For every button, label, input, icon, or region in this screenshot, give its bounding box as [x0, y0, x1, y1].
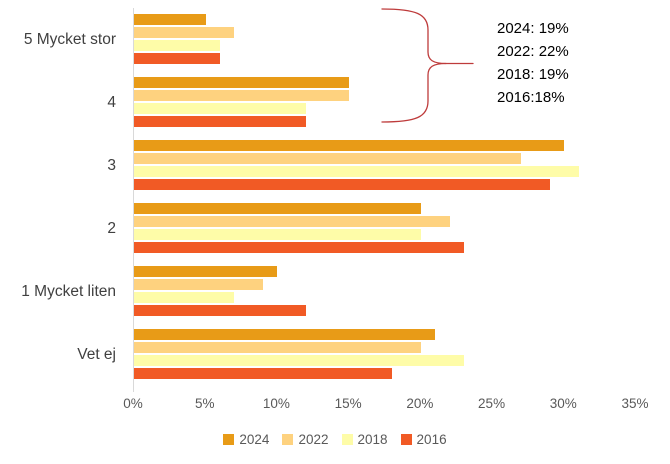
annotation-line: 2018: 19% — [497, 66, 569, 83]
bar-2016 — [134, 242, 464, 253]
category-label: 2 — [107, 219, 116, 237]
annotation-text-box: 2024: 19% 2022: 22% 2018: 19% 2016:18% — [497, 17, 569, 109]
bar-2018 — [134, 103, 307, 114]
bar-group — [134, 197, 636, 260]
legend-item-2016: 2016 — [400, 432, 447, 447]
category-label: 1 Mycket liten — [21, 282, 116, 300]
bar-2016 — [134, 368, 393, 379]
legend-label: 2018 — [357, 432, 388, 447]
brace-annotation-shape — [381, 8, 474, 123]
category-label: 4 — [107, 93, 116, 111]
legend-swatch-icon — [400, 434, 412, 445]
curly-brace-icon — [381, 8, 474, 65]
bar-2024 — [134, 140, 565, 151]
bar-2018 — [134, 166, 579, 177]
value-axis-tick-label: 0% — [123, 396, 143, 411]
bar-group — [134, 260, 636, 323]
bar-2018 — [134, 292, 235, 303]
legend-swatch-icon — [223, 434, 235, 445]
value-axis-tick-label: 20% — [406, 396, 434, 411]
bar-2024 — [134, 203, 421, 214]
value-axis-tick-label: 25% — [478, 396, 506, 411]
bar-2016 — [134, 53, 221, 64]
legend: 2024 2022 2018 2016 — [0, 432, 670, 447]
legend-swatch-icon — [341, 434, 353, 445]
bar-2024 — [134, 77, 350, 88]
bar-2022 — [134, 90, 350, 101]
category-axis-line — [133, 8, 134, 392]
bar-group — [134, 134, 636, 197]
annotation-line: 2022: 22% — [497, 43, 569, 60]
bar-2022 — [134, 27, 235, 38]
bar-2016 — [134, 305, 307, 316]
value-axis-tick-label: 15% — [334, 396, 362, 411]
bar-2022 — [134, 216, 450, 227]
value-axis: 0% 5% 10% 15% 20% 25% 30% 35% — [123, 396, 648, 412]
category-axis-labels: 5 Mycket stor 4 3 2 1 Mycket liten Vet ej — [0, 8, 125, 386]
legend-label: 2024 — [239, 432, 270, 447]
legend-item-2018: 2018 — [341, 432, 388, 447]
legend-item-2024: 2024 — [223, 432, 269, 447]
bar-group — [134, 323, 636, 386]
bar-2024 — [134, 14, 206, 25]
bar-2022 — [134, 153, 522, 164]
value-axis-tick-label: 30% — [549, 396, 577, 411]
annotation-line: 2024: 19% — [497, 20, 569, 37]
category-label: 3 — [107, 156, 116, 174]
bar-2018 — [134, 355, 464, 366]
legend-item-2022: 2022 — [282, 432, 329, 447]
bar-2024 — [134, 266, 278, 277]
legend-label: 2016 — [416, 432, 447, 447]
bar-group — [134, 8, 636, 71]
category-label: 5 Mycket stor — [23, 30, 116, 48]
bar-group — [134, 71, 636, 134]
legend-label: 2022 — [298, 432, 329, 447]
bar-2022 — [134, 279, 264, 290]
bar-2016 — [134, 179, 550, 190]
annotation-line: 2016:18% — [497, 89, 565, 106]
value-axis-tick-label: 35% — [621, 396, 649, 411]
category-label: Vet ej — [77, 345, 116, 363]
value-axis-tick-label: 5% — [194, 396, 215, 411]
plot-area — [134, 8, 636, 386]
bar-2022 — [134, 342, 421, 353]
curly-brace-icon-lower — [381, 62, 447, 123]
bar-2018 — [134, 40, 221, 51]
bar-2024 — [134, 329, 436, 340]
bar-2016 — [134, 116, 307, 127]
value-axis-tick-label: 10% — [262, 396, 290, 411]
bar-2018 — [134, 229, 421, 240]
legend-swatch-icon — [282, 434, 294, 445]
